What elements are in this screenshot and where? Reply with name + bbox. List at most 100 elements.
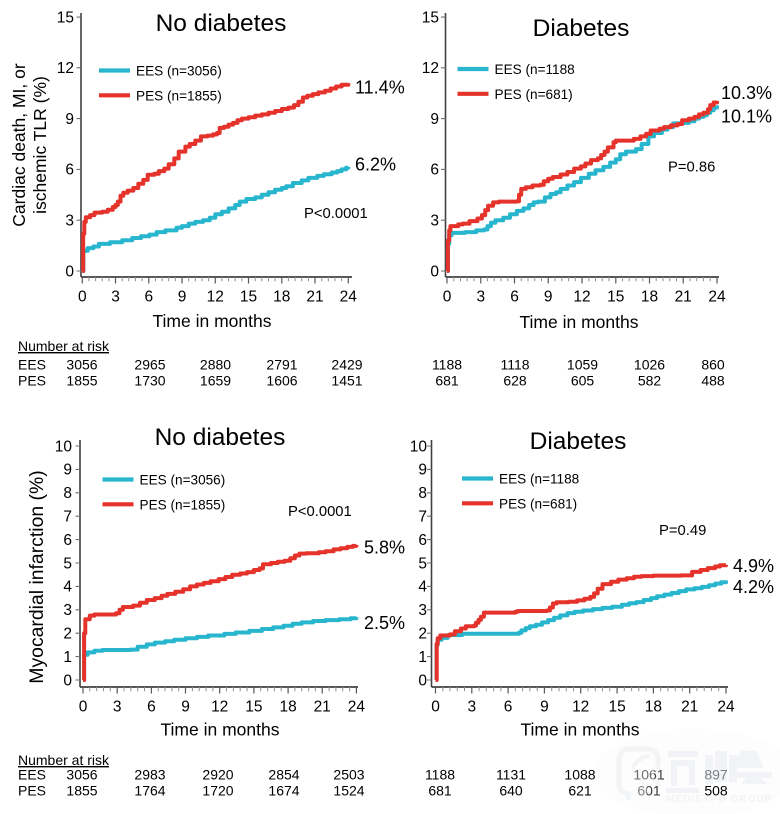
svg-text:1131: 1131 — [496, 767, 526, 783]
svg-text:9: 9 — [544, 289, 553, 306]
svg-text:Time in months: Time in months — [161, 720, 280, 740]
svg-text:2920: 2920 — [202, 767, 233, 783]
svg-text:681: 681 — [435, 373, 459, 389]
svg-text:Diabetes: Diabetes — [533, 15, 630, 42]
svg-text:3: 3 — [113, 699, 122, 716]
svg-text:0: 0 — [430, 263, 439, 280]
svg-text:2854: 2854 — [268, 767, 299, 783]
svg-text:8: 8 — [418, 485, 427, 502]
svg-text:21: 21 — [306, 289, 323, 306]
svg-text:MEDIEXPO GROUP: MEDIEXPO GROUP — [666, 794, 772, 805]
svg-text:9: 9 — [418, 462, 427, 479]
svg-text:3056: 3056 — [66, 767, 97, 783]
svg-text:No diabetes: No diabetes — [155, 424, 286, 451]
svg-text:PES (n=681): PES (n=681) — [495, 87, 573, 102]
svg-text:1088: 1088 — [564, 767, 595, 783]
svg-text:P<0.0001: P<0.0001 — [304, 206, 368, 222]
svg-text:8: 8 — [63, 485, 72, 502]
svg-text:6: 6 — [65, 162, 74, 179]
svg-text:1659: 1659 — [200, 373, 231, 389]
svg-text:21: 21 — [675, 289, 692, 306]
svg-text:0: 0 — [65, 263, 74, 280]
svg-text:18: 18 — [645, 699, 662, 716]
svg-text:0: 0 — [418, 672, 427, 689]
svg-text:3: 3 — [63, 602, 72, 619]
svg-text:3: 3 — [111, 289, 120, 306]
svg-text:18: 18 — [641, 289, 658, 306]
svg-text:12: 12 — [207, 289, 224, 306]
svg-text:10: 10 — [410, 438, 428, 455]
svg-text:11.4%: 11.4% — [355, 78, 405, 98]
svg-text:6: 6 — [504, 699, 513, 716]
svg-text:5: 5 — [418, 555, 427, 572]
svg-text:24: 24 — [717, 699, 735, 716]
svg-text:2.5%: 2.5% — [364, 613, 405, 633]
svg-text:PES (n=1855): PES (n=1855) — [136, 88, 222, 103]
svg-text:5: 5 — [63, 555, 72, 572]
svg-text:2880: 2880 — [200, 357, 231, 373]
svg-text:Time in months: Time in months — [520, 312, 639, 332]
svg-text:1188: 1188 — [425, 767, 455, 783]
svg-text:24: 24 — [340, 289, 358, 306]
svg-text:Number at risk: Number at risk — [18, 338, 110, 354]
svg-text:0: 0 — [78, 289, 87, 306]
svg-text:1674: 1674 — [268, 783, 299, 799]
svg-text:10: 10 — [55, 438, 73, 455]
svg-text:6: 6 — [147, 699, 156, 716]
svg-text:2: 2 — [418, 626, 427, 643]
svg-text:4.2%: 4.2% — [733, 577, 774, 597]
svg-text:0: 0 — [79, 699, 88, 716]
svg-text:7: 7 — [63, 509, 72, 526]
svg-text:1: 1 — [63, 649, 72, 666]
svg-text:No diabetes: No diabetes — [156, 10, 287, 37]
svg-text:9: 9 — [63, 462, 72, 479]
svg-text:15: 15 — [240, 289, 257, 306]
svg-text:4: 4 — [418, 579, 427, 596]
svg-text:6.2%: 6.2% — [355, 155, 396, 175]
svg-text:EES (n=1188: EES (n=1188 — [495, 62, 575, 77]
svg-text:6: 6 — [63, 532, 72, 549]
svg-text:12: 12 — [572, 699, 589, 716]
svg-text:4.9%: 4.9% — [733, 556, 774, 576]
svg-text:6: 6 — [418, 532, 427, 549]
svg-text:2983: 2983 — [134, 767, 165, 783]
svg-text:6: 6 — [144, 289, 153, 306]
svg-text:1026: 1026 — [634, 357, 665, 373]
svg-text:1059: 1059 — [567, 357, 598, 373]
svg-text:5.8%: 5.8% — [364, 538, 405, 558]
svg-text:1855: 1855 — [66, 373, 97, 389]
svg-text:1764: 1764 — [134, 783, 165, 799]
svg-text:860: 860 — [701, 357, 725, 373]
svg-text:15: 15 — [608, 699, 625, 716]
svg-text:3: 3 — [467, 699, 476, 716]
svg-text:EES: EES — [18, 767, 46, 783]
svg-text:24: 24 — [708, 289, 726, 306]
svg-text:EES (n=1188: EES (n=1188 — [499, 472, 579, 487]
svg-text:0: 0 — [63, 672, 72, 689]
svg-text:12: 12 — [422, 60, 439, 77]
svg-text:6: 6 — [430, 162, 439, 179]
svg-text:621: 621 — [568, 783, 592, 799]
svg-text:15: 15 — [57, 9, 74, 26]
svg-text:4: 4 — [63, 579, 72, 596]
svg-text:640: 640 — [499, 783, 523, 799]
svg-text:15: 15 — [422, 9, 439, 26]
svg-text:9: 9 — [540, 699, 549, 716]
svg-text:P<0.0001: P<0.0001 — [288, 504, 352, 520]
svg-text:605: 605 — [571, 373, 595, 389]
svg-text:9: 9 — [65, 111, 74, 128]
svg-text:18: 18 — [279, 699, 296, 716]
svg-text:EES (n=3056): EES (n=3056) — [136, 64, 222, 79]
svg-text:24: 24 — [348, 699, 366, 716]
svg-text:1524: 1524 — [333, 783, 364, 799]
svg-text:P=0.49: P=0.49 — [659, 523, 706, 539]
svg-text:1: 1 — [418, 649, 427, 666]
svg-text:2429: 2429 — [331, 357, 362, 373]
svg-text:Time in months: Time in months — [521, 720, 640, 740]
svg-text:1188: 1188 — [432, 357, 462, 373]
svg-text:PES (n=681): PES (n=681) — [499, 496, 577, 511]
svg-text:0: 0 — [443, 289, 452, 306]
svg-text:488: 488 — [701, 373, 725, 389]
svg-text:EES: EES — [18, 357, 46, 373]
svg-text:2965: 2965 — [134, 357, 165, 373]
